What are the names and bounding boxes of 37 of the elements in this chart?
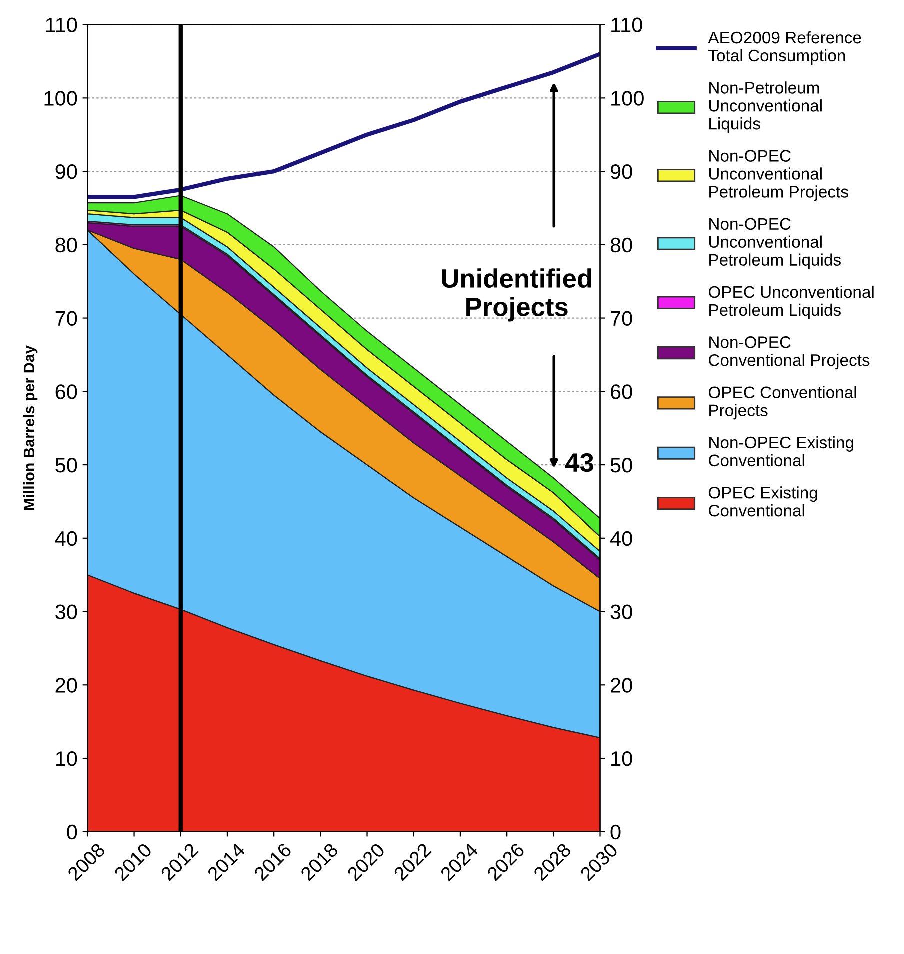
legend-label: Non-OPEC Unconventional Petroleum Projects [709, 150, 848, 202]
y-tick-label: 0 [67, 824, 78, 840]
y2-tick-label: 110 [612, 18, 642, 33]
annotation: Unidentified Projects [442, 268, 592, 322]
y-tick-label: 50 [56, 458, 78, 473]
legend-label: Non-OPEC Existing Conventional [709, 436, 854, 467]
y2-tick-label: 70 [611, 311, 632, 326]
y-tick-label: 100 [44, 91, 78, 106]
legend-label: OPEC Existing Conventional [708, 486, 818, 517]
y2-tick-label: 50 [610, 458, 632, 473]
y2-tick-label: 10 [612, 752, 632, 766]
y-tick-label: 70 [56, 311, 78, 326]
y-tick-label: 10 [56, 752, 78, 766]
y-tick-label: 90 [56, 164, 78, 180]
legend-label: Non-OPEC Unconventional Petroleum Liquids [709, 218, 841, 270]
y2-tick-label: 90 [610, 164, 632, 180]
line-series [88, 52, 600, 200]
legend-label: AEO2009 Reference Total Consumption [708, 31, 862, 65]
y-axis-title: Million Barrels per Day [23, 346, 38, 510]
legend-label: OPEC Conventional Projects [708, 386, 856, 420]
y2-tick-label: 30 [610, 604, 632, 620]
y2-tick-label: 40 [610, 531, 632, 546]
y-tick-label: 20 [56, 678, 78, 693]
y2-tick-label: 100 [612, 91, 644, 106]
legend-label: Non-Petroleum Unconventional Liquids [709, 82, 822, 134]
y2-tick-label: 60 [611, 384, 632, 400]
annotation: 43 [565, 453, 594, 472]
y2-tick-label: 20 [611, 678, 632, 693]
y2-tick-label: 0 [610, 824, 621, 840]
y-tick-label: 30 [56, 604, 78, 620]
y2-tick-label: 80 [610, 238, 632, 253]
legend-label: OPEC Unconventional Petroleum Liquids [708, 286, 874, 320]
y-tick-label: 110 [46, 18, 78, 33]
y-tick-label: 80 [56, 238, 78, 253]
y-tick-label: 60 [56, 384, 78, 400]
y-tick-label: 40 [55, 531, 78, 546]
legend-label: Non-OPEC Conventional Projects [709, 336, 870, 370]
